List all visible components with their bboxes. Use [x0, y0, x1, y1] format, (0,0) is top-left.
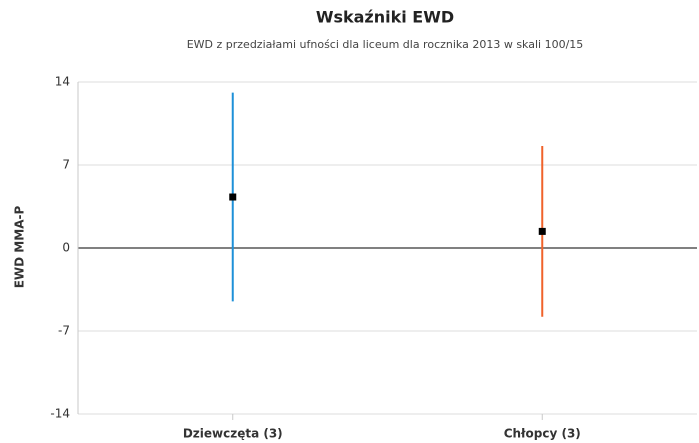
point	[229, 193, 237, 201]
chart-title: Wskaźniki EWD	[316, 8, 454, 27]
y-tick-label: 0	[62, 241, 70, 255]
y-tick-label: -7	[58, 324, 70, 338]
y-tick-label: 7	[62, 158, 70, 172]
y-axis-label: EWD MMA-P	[13, 206, 27, 289]
point	[538, 227, 546, 235]
y-tick-label: 14	[55, 75, 70, 89]
x-tick-label: Chłopcy (3)	[504, 427, 581, 441]
x-tick-label: Dziewczęta (3)	[183, 427, 283, 441]
chart-subtitle: EWD z przedziałami ufności dla liceum dl…	[187, 38, 584, 51]
y-tick-label: -14	[50, 407, 70, 421]
